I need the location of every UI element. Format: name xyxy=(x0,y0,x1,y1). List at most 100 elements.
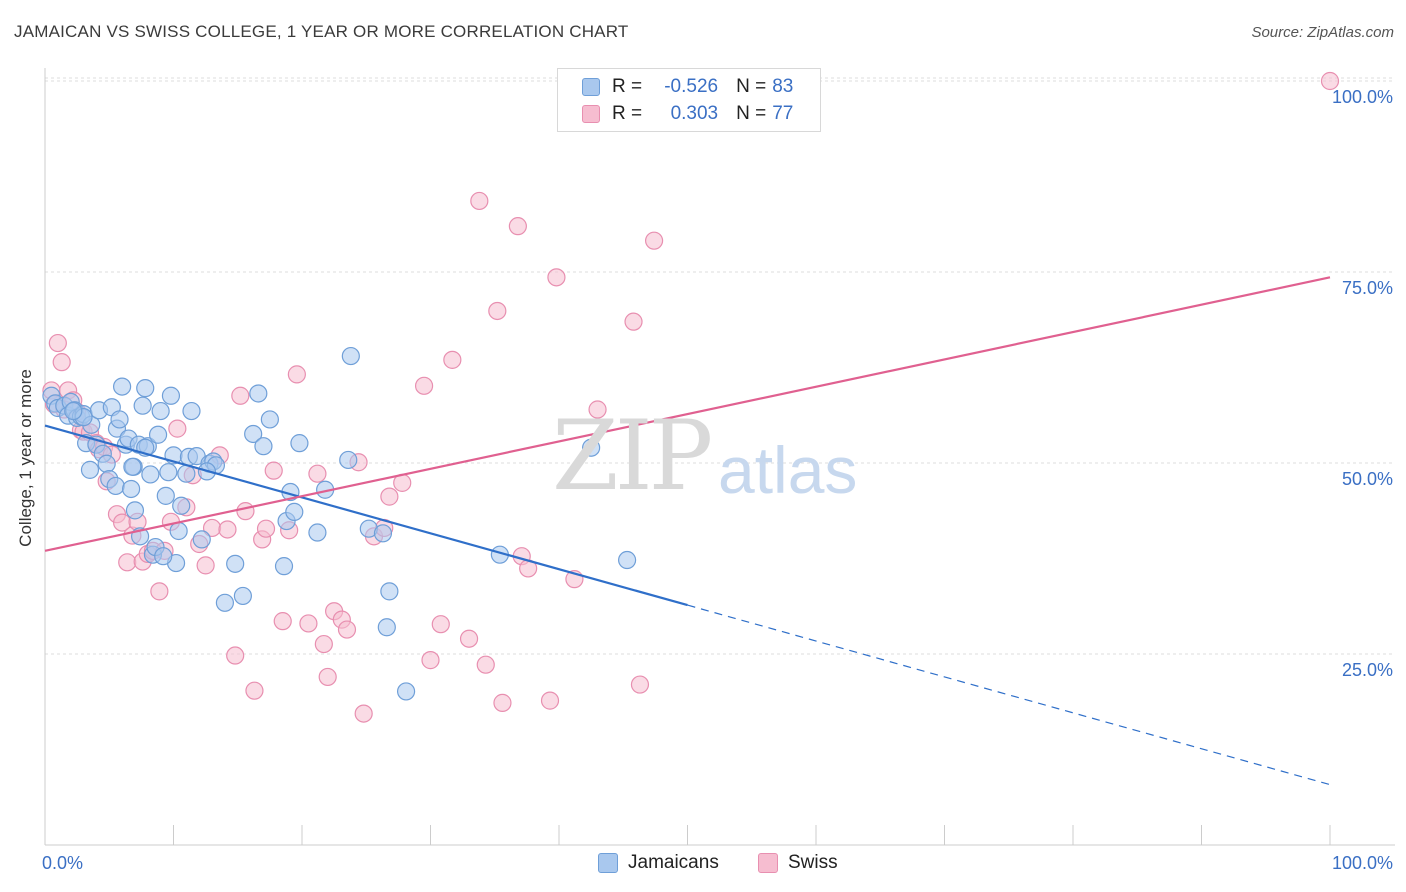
swiss-point[interactable] xyxy=(314,634,333,654)
swiss-point[interactable] xyxy=(421,651,440,670)
jamaicans-point[interactable] xyxy=(285,502,304,521)
chart-title: JAMAICAN VS SWISS COLLEGE, 1 YEAR OR MOR… xyxy=(14,22,629,41)
swiss-point[interactable] xyxy=(443,350,462,369)
tick-labels: 25.0% 50.0% 75.0% 100.0% 0.0% 100.0% xyxy=(42,87,1393,873)
jamaicans-point[interactable] xyxy=(136,379,155,398)
swiss-point[interactable] xyxy=(287,365,306,384)
series-legend-swiss[interactable]: Swiss xyxy=(758,852,838,874)
swiss-point[interactable] xyxy=(431,615,450,634)
jamaicans-point[interactable] xyxy=(64,401,83,421)
jamaicans-point[interactable] xyxy=(377,618,396,637)
jamaicans-point[interactable] xyxy=(125,501,145,520)
swiss-point[interactable] xyxy=(540,691,560,710)
jamaicans-point[interactable] xyxy=(161,386,181,405)
jamaicans-point[interactable] xyxy=(308,523,327,542)
jamaicans-point[interactable] xyxy=(80,460,100,479)
y-tick-label: 100.0% xyxy=(1332,87,1393,107)
swiss-point[interactable] xyxy=(226,646,245,665)
swiss-point[interactable] xyxy=(337,620,357,639)
swiss-point[interactable] xyxy=(380,487,399,506)
jamaicans-point[interactable] xyxy=(159,463,178,482)
swiss-point[interactable] xyxy=(236,502,255,521)
jamaicans-point[interactable] xyxy=(112,377,132,396)
jamaicans-point[interactable] xyxy=(121,479,141,499)
x-tick-label: 100.0% xyxy=(1332,853,1393,873)
jamaicans-point[interactable] xyxy=(233,586,252,606)
jamaicans-point[interactable] xyxy=(244,424,263,444)
swiss-point[interactable] xyxy=(354,704,373,723)
jamaicans-point[interactable] xyxy=(156,486,175,505)
swiss-point[interactable] xyxy=(493,693,512,712)
swiss-point[interactable] xyxy=(624,312,643,331)
swiss-point[interactable] xyxy=(273,612,292,631)
legend-n-value: 83 xyxy=(772,76,794,97)
series-legend-jamaicans[interactable]: Jamaicans xyxy=(598,852,719,874)
swiss-point[interactable] xyxy=(547,268,566,287)
trend-lines xyxy=(44,276,1331,786)
jamaicans-point[interactable] xyxy=(106,476,125,496)
swiss-point[interactable] xyxy=(630,675,650,694)
swiss-point[interactable] xyxy=(459,629,479,648)
jamaicans-point[interactable] xyxy=(396,682,416,701)
swiss-point[interactable] xyxy=(150,582,169,601)
swiss-point[interactable] xyxy=(508,217,527,236)
watermark-atlas: atlas xyxy=(718,433,858,507)
swiss-point[interactable] xyxy=(196,556,215,575)
swiss-point[interactable] xyxy=(231,386,250,405)
swiss-point[interactable] xyxy=(1320,71,1340,91)
swiss-trend-line xyxy=(44,276,1331,552)
jamaicans-point[interactable] xyxy=(249,384,268,403)
jamaicans-point[interactable] xyxy=(380,582,399,601)
data-points xyxy=(42,71,1340,723)
swiss-point[interactable] xyxy=(299,614,318,633)
jamaicans-point[interactable] xyxy=(582,438,601,457)
swiss-point[interactable] xyxy=(476,655,495,674)
swiss-point[interactable] xyxy=(218,520,237,539)
swiss-point[interactable] xyxy=(308,464,327,483)
jamaicans-point[interactable] xyxy=(110,410,129,429)
jamaicans-point[interactable] xyxy=(123,457,142,476)
swiss-point[interactable] xyxy=(48,333,67,353)
jamaicans-point[interactable] xyxy=(154,547,173,566)
jamaicans-point[interactable] xyxy=(141,465,160,484)
grid-lines xyxy=(45,77,1395,655)
swiss-point[interactable] xyxy=(588,400,607,419)
legend-swatch-swiss xyxy=(582,105,600,123)
swiss-point[interactable] xyxy=(52,353,71,372)
jamaicans-point[interactable] xyxy=(148,425,168,444)
swiss-point[interactable] xyxy=(256,519,276,538)
jamaicans-point[interactable] xyxy=(290,434,309,453)
swiss-point[interactable] xyxy=(168,419,187,438)
swiss-point[interactable] xyxy=(245,681,264,700)
legend-r-label: R = xyxy=(612,103,643,124)
legend-n-label: N = xyxy=(736,76,767,97)
legend-swatch-jamaicans xyxy=(582,78,600,96)
swiss-point[interactable] xyxy=(118,553,137,572)
jamaicans-point[interactable] xyxy=(169,521,188,541)
swiss-point[interactable] xyxy=(488,301,507,321)
jamaicans-point[interactable] xyxy=(192,530,211,549)
swiss-point[interactable] xyxy=(318,667,337,687)
jamaicans-point[interactable] xyxy=(226,554,245,573)
jamaicans-trend-line xyxy=(44,424,688,607)
swiss-point[interactable] xyxy=(644,231,664,250)
jamaicans-point[interactable] xyxy=(254,437,273,456)
jamaicans-point[interactable] xyxy=(97,454,116,473)
jamaicans-point[interactable] xyxy=(215,593,234,612)
jamaicans-point[interactable] xyxy=(618,550,637,570)
jamaicans-point[interactable] xyxy=(373,524,393,543)
y-tick-label: 75.0% xyxy=(1342,278,1393,298)
jamaicans-point[interactable] xyxy=(260,410,279,429)
jamaicans-point[interactable] xyxy=(182,401,201,421)
swiss-point[interactable] xyxy=(414,376,434,395)
jamaicans-point[interactable] xyxy=(172,496,191,515)
jamaicans-point[interactable] xyxy=(341,346,360,366)
jamaicans-point[interactable] xyxy=(133,396,152,415)
swiss-point[interactable] xyxy=(264,461,283,480)
jamaicans-point[interactable] xyxy=(274,557,294,576)
jamaicans-point[interactable] xyxy=(339,450,358,470)
jamaicans-point[interactable] xyxy=(151,401,170,421)
swiss-point[interactable] xyxy=(470,191,489,211)
